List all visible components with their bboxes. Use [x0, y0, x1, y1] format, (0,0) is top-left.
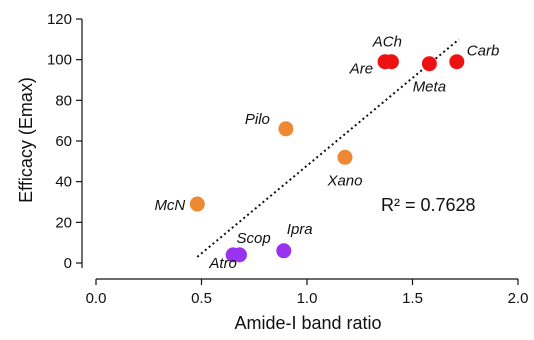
y-tick-label: 0	[64, 255, 72, 272]
y-axis-title: Efficacy (Emax)	[16, 77, 36, 203]
data-point-atro	[225, 247, 241, 263]
x-tick-label: 0.5	[191, 290, 212, 307]
y-tick-label: 40	[55, 174, 72, 191]
point-labels: ACh Are Meta Carb Pilo Xano McN Ipra Scop Atro	[154, 34, 499, 272]
y-tick-label: 20	[55, 214, 72, 231]
data-point-ipra	[276, 243, 292, 259]
y-tick-label: 80	[55, 92, 72, 109]
x-axis-ticks: 0.0 0.5 1.0 1.5 2.0	[86, 279, 529, 307]
x-tick-label: 2.0	[508, 290, 529, 307]
point-label-mcn: McN	[154, 197, 185, 214]
y-axis-ticks: 0 20 40 60 80 100 120	[47, 11, 82, 272]
point-label-ach: ACh	[372, 34, 402, 51]
point-label-carb: Carb	[467, 43, 500, 60]
y-tick-label: 120	[47, 11, 72, 28]
point-label-xano: Xano	[326, 172, 362, 189]
x-tick-label: 1.0	[297, 290, 318, 307]
data-points	[189, 54, 465, 263]
point-label-are: Are	[349, 61, 373, 78]
point-label-meta: Meta	[413, 79, 446, 96]
point-label-scop: Scop	[236, 230, 270, 247]
point-label-atro: Atro	[208, 255, 237, 272]
point-label-ipra: Ipra	[287, 221, 313, 238]
r-squared-annotation: R² = 0.7628	[381, 195, 476, 215]
data-point-pilo	[278, 121, 294, 137]
x-tick-label: 0.0	[86, 290, 107, 307]
data-point-mcn	[189, 196, 205, 212]
y-tick-label: 100	[47, 52, 72, 69]
point-label-pilo: Pilo	[245, 111, 270, 128]
x-axis-title: Amide-I band ratio	[234, 313, 381, 333]
data-point-are	[377, 54, 393, 70]
x-tick-label: 1.5	[402, 290, 423, 307]
data-point-xano	[337, 149, 353, 165]
data-point-meta	[421, 56, 437, 72]
data-point-carb	[449, 54, 465, 70]
y-tick-label: 60	[55, 133, 72, 150]
trendline	[196, 38, 460, 258]
